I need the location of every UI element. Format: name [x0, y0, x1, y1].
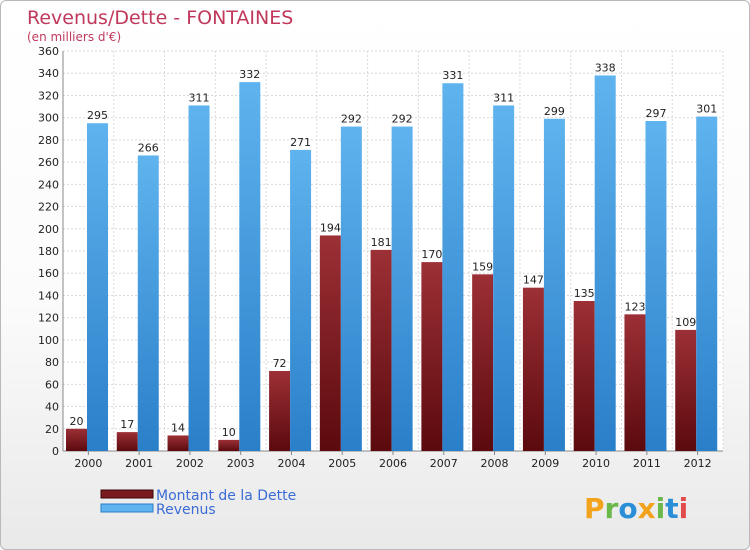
bar-debt: [319, 235, 341, 451]
x-tick-label: 2007: [430, 457, 458, 470]
bar-debt: [472, 274, 494, 451]
chart-title: Revenus/Dette - FONTAINES: [27, 7, 293, 29]
x-tick-label: 2006: [379, 457, 407, 470]
data-label-debt: 20: [70, 415, 84, 428]
bar-revenue: [543, 118, 565, 452]
x-tick-label: 2008: [481, 457, 509, 470]
y-tick-label: 360: [38, 45, 59, 58]
data-label-revenue: 311: [493, 91, 514, 104]
x-tick-label: 2011: [633, 457, 661, 470]
data-label-revenue: 338: [595, 61, 616, 74]
data-label-revenue: 297: [645, 107, 666, 120]
bar-debt: [573, 301, 595, 451]
y-tick-label: 160: [38, 267, 59, 280]
data-label-revenue: 266: [138, 141, 159, 154]
data-label-debt: 194: [320, 221, 341, 234]
y-tick-label: 120: [38, 312, 59, 325]
bar-debt: [522, 287, 544, 451]
data-label-debt: 123: [624, 300, 645, 313]
data-label-revenue: 295: [87, 109, 108, 122]
x-tick-label: 2000: [74, 457, 102, 470]
y-tick-label: 300: [38, 112, 59, 125]
data-label-debt: 181: [371, 236, 392, 249]
bar-debt: [116, 432, 138, 451]
bar-debt: [624, 314, 646, 451]
x-tick-label: 2004: [277, 457, 305, 470]
y-tick-label: 180: [38, 245, 59, 258]
chart-subtitle: (en milliers d'€): [27, 30, 121, 44]
data-label-revenue: 292: [392, 113, 413, 126]
y-tick-label: 40: [45, 401, 59, 414]
x-tick-label: 2002: [176, 457, 204, 470]
x-tick-label: 2001: [125, 457, 153, 470]
data-label-revenue: 271: [290, 136, 311, 149]
data-label-revenue: 311: [189, 91, 210, 104]
bar-revenue: [137, 155, 159, 451]
y-tick-label: 100: [38, 334, 59, 347]
x-tick-label: 2005: [328, 457, 356, 470]
y-tick-label: 80: [45, 356, 59, 369]
x-tick-label: 2009: [531, 457, 559, 470]
bar-revenue: [645, 121, 667, 451]
data-label-debt: 17: [120, 418, 134, 431]
legend-swatch-debt: [100, 489, 154, 499]
bar-revenue: [594, 75, 616, 451]
x-tick-label: 2012: [684, 457, 712, 470]
bar-debt: [269, 371, 291, 451]
bar-debt: [66, 428, 87, 451]
legend-label-revenue: Revenus: [156, 502, 216, 518]
data-label-debt: 72: [273, 357, 287, 370]
data-label-debt: 170: [421, 248, 442, 261]
data-label-revenue: 301: [696, 103, 717, 116]
bar-revenue: [87, 123, 108, 451]
legend-label-debt: Montant de la Dette: [156, 488, 296, 504]
data-label-revenue: 299: [544, 105, 565, 118]
x-tick-label: 2003: [227, 457, 255, 470]
bar-revenue: [493, 105, 515, 451]
bar-debt: [370, 249, 392, 451]
y-tick-label: 20: [45, 423, 59, 436]
logo-text: Proxiti: [584, 492, 688, 525]
x-tick-label: 2010: [582, 457, 610, 470]
bar-revenue: [340, 126, 362, 452]
y-tick-label: 140: [38, 289, 59, 302]
y-tick-label: 60: [45, 378, 59, 391]
y-tick-label: 200: [38, 223, 59, 236]
bar-revenue: [188, 105, 210, 451]
data-label-debt: 109: [675, 316, 696, 329]
y-tick-label: 240: [38, 178, 59, 191]
data-label-revenue: 331: [442, 69, 463, 82]
bar-revenue: [442, 83, 464, 451]
y-tick-label: 340: [38, 67, 59, 80]
bar-debt: [218, 439, 240, 451]
data-label-revenue: 332: [239, 68, 260, 81]
data-label-debt: 10: [222, 426, 236, 439]
bar-debt: [167, 435, 189, 451]
bar-revenue: [290, 149, 312, 451]
y-tick-label: 220: [38, 201, 59, 214]
bar-revenue: [391, 126, 413, 452]
y-tick-label: 320: [38, 89, 59, 102]
bar-revenue: [239, 82, 261, 451]
data-label-debt: 159: [472, 260, 493, 273]
y-tick-label: 0: [52, 445, 59, 458]
data-label-debt: 14: [171, 421, 185, 434]
y-tick-label: 260: [38, 156, 59, 169]
bar-revenue: [696, 116, 718, 452]
proxiti-logo: Proxiti: [584, 492, 688, 525]
y-tick-label: 280: [38, 134, 59, 147]
legend-swatch-revenue: [100, 503, 154, 513]
data-label-debt: 147: [523, 274, 544, 287]
bar-debt: [421, 262, 443, 451]
data-label-debt: 135: [574, 287, 595, 300]
bar-debt: [675, 329, 697, 451]
data-label-revenue: 292: [341, 113, 362, 126]
